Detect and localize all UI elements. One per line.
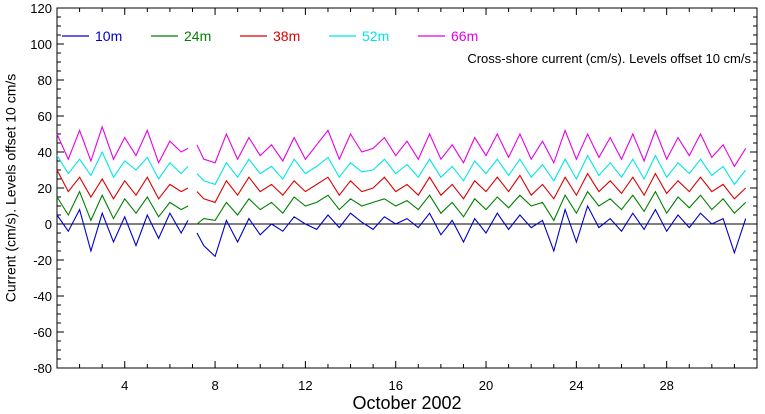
- x-tick-label: 20: [479, 378, 493, 393]
- series-line-38m: [56, 169, 747, 204]
- x-axis-label: October 2002: [352, 393, 461, 413]
- series-layer: [56, 125, 747, 258]
- y-tick-label: -80: [33, 361, 52, 376]
- series-line-10m: [56, 204, 747, 258]
- y-tick-label: 60: [38, 109, 52, 124]
- legend-label-38m: 38m: [273, 28, 300, 44]
- ticks-layer: -80 -60 -40 -20 0 20 40 60 80 100 120 4 8 12 16 20 24 28: [30, 1, 758, 393]
- x-tick-label: 8: [211, 378, 218, 393]
- y-tick-label: -40: [33, 289, 52, 304]
- series-line-52m: [56, 150, 747, 186]
- series-line-66m: [56, 125, 747, 168]
- y-tick-label: -60: [33, 325, 52, 340]
- x-tick-label: 24: [569, 378, 583, 393]
- legend-label-24m: 24m: [184, 28, 211, 44]
- y-tick-label: -20: [33, 253, 52, 268]
- legend-label-66m: 66m: [451, 28, 478, 44]
- x-tick-label: 4: [121, 378, 128, 393]
- y-tick-label: 120: [30, 1, 52, 16]
- x-tick-label: 12: [298, 378, 312, 393]
- y-axis-label: Current (cm/s). Levels offset 10 cm/s: [3, 74, 19, 302]
- x-tick-label: 28: [659, 378, 673, 393]
- legend: 10m 24m 38m 52m 66m: [62, 28, 478, 44]
- y-tick-label: 0: [45, 217, 52, 232]
- series-line-24m: [56, 190, 747, 225]
- legend-label-52m: 52m: [362, 28, 389, 44]
- x-tick-label: 16: [388, 378, 402, 393]
- y-tick-label: 40: [38, 145, 52, 160]
- y-tick-label: 100: [30, 37, 52, 52]
- y-tick-label: 20: [38, 181, 52, 196]
- y-tick-label: 80: [38, 73, 52, 88]
- legend-label-10m: 10m: [95, 28, 122, 44]
- chart-annotation: Cross-shore current (cm/s). Levels offse…: [467, 51, 751, 66]
